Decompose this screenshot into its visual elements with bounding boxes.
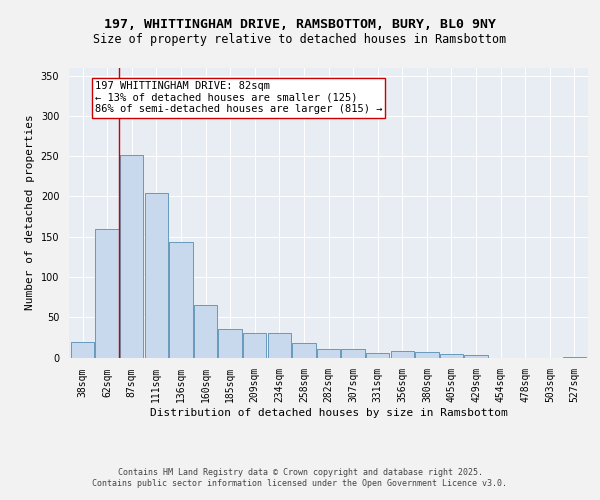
Bar [95,228,119,358]
Bar [268,334,291,357]
Bar [317,348,340,358]
X-axis label: Distribution of detached houses by size in Ramsbottom: Distribution of detached houses by size … [149,408,508,418]
Bar [218,330,242,357]
Bar [415,352,439,358]
Bar [169,242,193,358]
Text: Contains HM Land Registry data © Crown copyright and database right 2025.
Contai: Contains HM Land Registry data © Crown c… [92,468,508,487]
Text: 197 WHITTINGHAM DRIVE: 82sqm
← 13% of detached houses are smaller (125)
86% of s: 197 WHITTINGHAM DRIVE: 82sqm ← 13% of de… [95,81,382,114]
Text: 197, WHITTINGHAM DRIVE, RAMSBOTTOM, BURY, BL0 9NY: 197, WHITTINGHAM DRIVE, RAMSBOTTOM, BURY… [104,18,496,30]
Bar [391,351,414,358]
Bar [145,193,168,358]
Bar [292,343,316,357]
Bar [71,342,94,357]
Bar [194,305,217,358]
Bar [366,352,389,358]
Bar [563,356,586,358]
Text: Size of property relative to detached houses in Ramsbottom: Size of property relative to detached ho… [94,32,506,46]
Bar [440,354,463,358]
Bar [464,355,488,358]
Y-axis label: Number of detached properties: Number of detached properties [25,114,35,310]
Bar [120,154,143,358]
Bar [243,334,266,357]
Bar [341,348,365,358]
